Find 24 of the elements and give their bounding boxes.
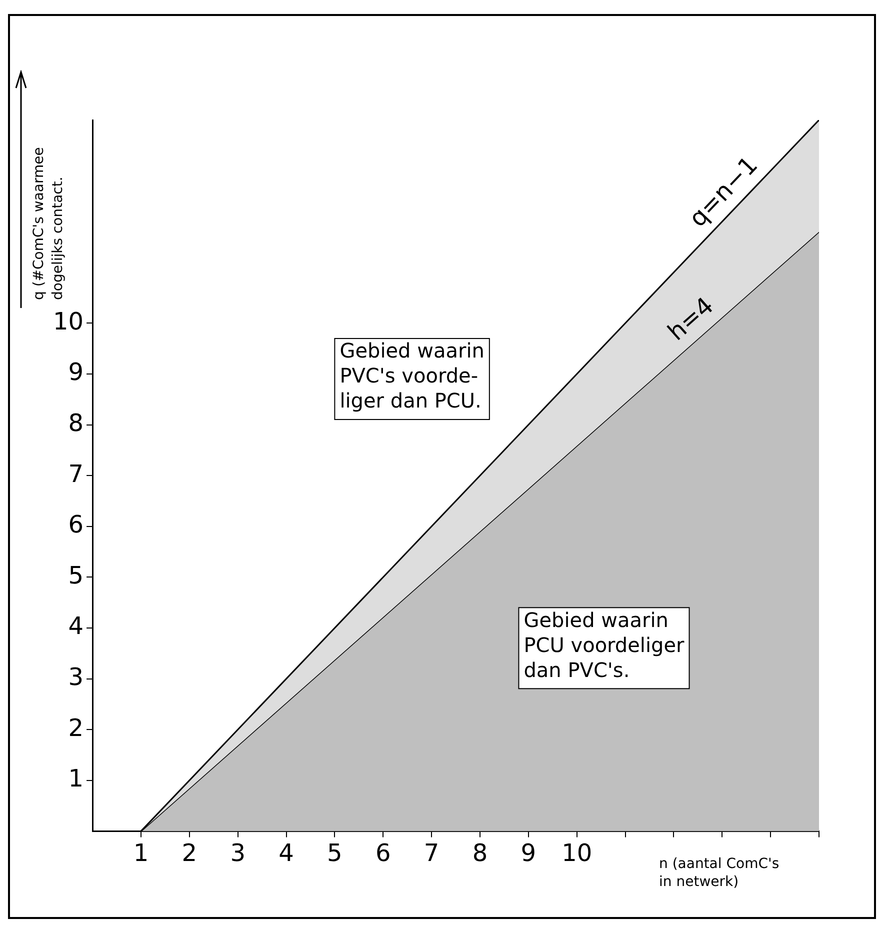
- y-tick-label: 6: [68, 510, 84, 539]
- x-tick-label: 9: [520, 838, 536, 867]
- x-tick-label: 10: [562, 838, 592, 867]
- x-tick-label: 6: [375, 838, 391, 867]
- y-tick-label: 2: [68, 714, 84, 742]
- y-tick-label: 1: [68, 764, 84, 793]
- annotation: Gebied waarin PVC's voorde- liger dan PCU.: [340, 338, 484, 413]
- x-tick-label: 3: [230, 838, 246, 867]
- y-tick-label: 7: [68, 460, 84, 488]
- x-tick-label: 1: [133, 838, 149, 867]
- y-tick-label: 10: [52, 307, 84, 336]
- annotation: Gebied waarin PCU voordeliger dan PVC's.: [524, 608, 686, 682]
- y-axis-title: q (#ComC's waarmee dogelijks contact.: [31, 147, 66, 300]
- y-tick-label: 9: [68, 358, 84, 386]
- y-tick-label: 5: [68, 561, 84, 590]
- y-tick-label: 4: [68, 612, 84, 640]
- x-axis-title: n (aantal ComC's in netwerk): [659, 856, 780, 890]
- x-tick-label: 7: [424, 838, 440, 867]
- x-tick-label: 2: [182, 838, 198, 867]
- x-tick-label: 5: [327, 838, 342, 867]
- x-tick-label: 4: [278, 838, 294, 867]
- y-tick-label: 3: [68, 663, 84, 692]
- x-tick-label: 8: [472, 838, 488, 867]
- y-tick-label: 8: [68, 409, 84, 438]
